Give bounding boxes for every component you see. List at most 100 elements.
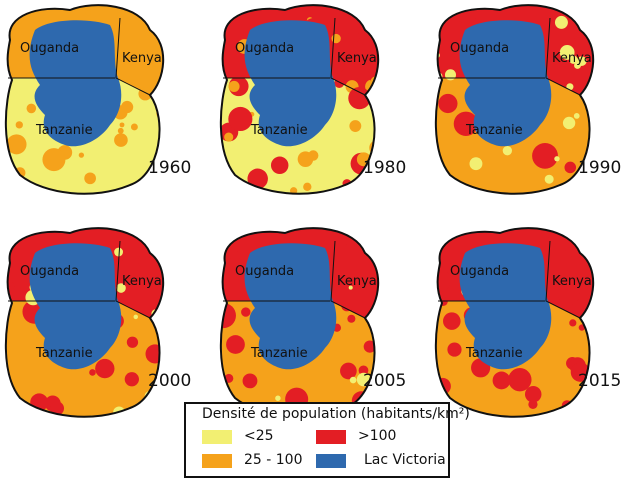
density-patch: [435, 269, 451, 292]
lake-victoria: [459, 20, 552, 147]
density-patch: [502, 146, 513, 156]
density-patch: [124, 372, 139, 387]
density-patch: [297, 151, 314, 167]
density-patch: [573, 113, 580, 119]
label-uganda: Ouganda: [20, 264, 79, 279]
density-patch: [469, 157, 483, 171]
density-patch: [492, 371, 511, 390]
density-patch: [241, 307, 251, 317]
density-patch: [347, 30, 360, 44]
label-uganda: Ouganda: [450, 41, 509, 56]
legend-swatch-lake: [316, 454, 346, 468]
legend-swatch-low: [202, 430, 232, 444]
density-patch: [470, 414, 479, 417]
label-uganda: Ouganda: [235, 264, 294, 279]
density-patch: [562, 116, 576, 130]
legend-swatch-mid: [202, 454, 232, 468]
density-patch: [137, 253, 154, 269]
label-tanzania: Tanzanie: [35, 346, 93, 361]
year-label: 1990: [578, 158, 622, 178]
density-patch: [85, 10, 92, 16]
density-patch: [116, 283, 126, 293]
density-patch: [559, 45, 575, 60]
density-patch: [50, 401, 65, 416]
density-patch: [133, 314, 139, 320]
density-patch: [242, 373, 258, 389]
border-kenya: [115, 240, 151, 319]
density-patch: [544, 174, 554, 184]
density-patch: [303, 182, 312, 192]
border-kenya: [330, 17, 366, 96]
density-patch: [226, 335, 245, 354]
lake-victoria: [29, 20, 122, 147]
density-patch: [354, 5, 365, 13]
border-kenya: [115, 17, 151, 96]
density-patch: [307, 228, 327, 244]
density-patch: [117, 127, 124, 134]
density-patch: [114, 133, 128, 147]
map-outline: [4, 227, 165, 418]
border-kenya: [545, 17, 581, 96]
density-patch: [358, 365, 369, 376]
density-patch: [139, 228, 147, 234]
lake-victoria: [244, 20, 337, 147]
year-label: 2000: [148, 371, 192, 391]
density-patch: [447, 342, 462, 357]
label-kenya: Kenya: [552, 274, 592, 289]
map-outline: [434, 4, 595, 195]
density-patch: [220, 184, 227, 194]
density-patch: [574, 62, 581, 69]
density-patch: [126, 336, 139, 348]
density-patch: [348, 87, 371, 110]
map-outline: [219, 4, 380, 195]
map-1980: Ouganda Kenya Tanzanie 1980: [215, 0, 425, 220]
density-patch: [356, 372, 371, 387]
density-patch: [435, 374, 437, 386]
label-tanzania: Tanzanie: [35, 123, 93, 138]
density-patch: [147, 281, 156, 290]
density-patch: [554, 15, 568, 29]
legend-title: Densité de population (habitants/km²): [202, 406, 470, 422]
label-tanzania: Tanzanie: [465, 346, 523, 361]
density-patch: [130, 123, 138, 131]
density-patch: [224, 132, 234, 142]
density-patch: [84, 172, 96, 185]
density-patch: [435, 5, 443, 13]
density-patch: [557, 283, 580, 306]
density-patch: [15, 121, 23, 129]
density-patch: [444, 69, 457, 81]
density-patch: [220, 228, 229, 243]
map-outline: [4, 4, 165, 195]
density-patch: [334, 78, 345, 88]
label-tanzania: Tanzanie: [250, 123, 308, 138]
label-uganda: Ouganda: [20, 41, 79, 56]
legend: Densité de population (habitants/km²) <2…: [184, 402, 470, 478]
map-1960: Ouganda Kenya Tanzanie 1960: [0, 0, 210, 220]
density-patch: [220, 228, 231, 237]
density-patch: [95, 358, 115, 379]
density-patch: [348, 285, 353, 290]
density-patch: [114, 247, 123, 257]
density-patch: [270, 156, 289, 175]
year-label: 1980: [363, 158, 407, 178]
density-patch: [331, 33, 341, 44]
lake-victoria: [459, 243, 552, 370]
density-patch: [569, 319, 577, 327]
label-kenya: Kenya: [337, 274, 377, 289]
map-2000: Ouganda Kenya Tanzanie 2000: [0, 223, 210, 443]
map-outline: [434, 227, 595, 418]
density-patch: [351, 73, 358, 81]
density-patch: [224, 257, 246, 279]
density-patch: [508, 368, 532, 392]
label-uganda: Ouganda: [450, 264, 509, 279]
density-patch: [341, 299, 353, 312]
density-patch: [12, 26, 17, 31]
label-kenya: Kenya: [122, 274, 162, 289]
density-patch: [5, 391, 11, 404]
legend-label-lake: Lac Victoria: [364, 452, 446, 468]
density-patch: [228, 80, 240, 92]
legend-label-high: >100: [358, 428, 397, 444]
border-kenya: [330, 240, 366, 319]
map-2015: Ouganda Kenya Tanzanie 2015: [430, 223, 640, 443]
density-patch: [577, 228, 594, 242]
